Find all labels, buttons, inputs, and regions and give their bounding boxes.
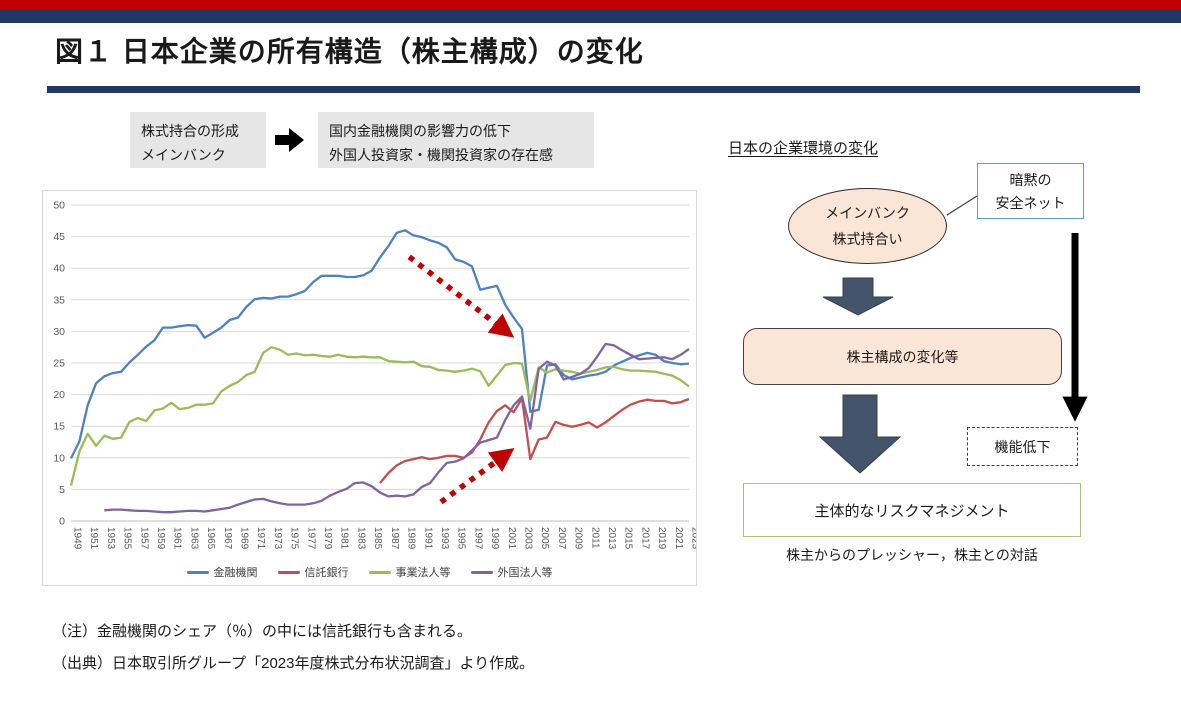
svg-text:1991: 1991 xyxy=(422,527,433,550)
legend-item: 外国法人等 xyxy=(470,564,553,580)
source-line: （出典）日本取引所グループ「2023年度株式分布状況調査」より作成。 xyxy=(52,655,535,672)
svg-text:1977: 1977 xyxy=(305,527,316,550)
note-line: （注）金融機関のシェア（％）の中には信託銀行も含まれる。 xyxy=(52,623,473,640)
down-arrow-icon xyxy=(818,394,902,474)
svg-text:1971: 1971 xyxy=(255,527,266,550)
svg-text:1987: 1987 xyxy=(389,527,400,550)
right-arrow-icon xyxy=(275,128,304,152)
environment-diagram: 日本の企業環境の変化 メインバンク 株式持合い 暗黙の 安全ネット 株主構成の変… xyxy=(700,130,1178,575)
svg-text:0: 0 xyxy=(59,516,65,528)
shareholder-change-box: 株主構成の変化等 xyxy=(743,328,1062,385)
svg-text:1983: 1983 xyxy=(355,527,366,550)
function-decline-box: 機能低下 xyxy=(967,427,1078,466)
top-accent-bar-red xyxy=(0,0,1181,9)
svg-text:1963: 1963 xyxy=(188,527,199,550)
main-bank-ellipse: メインバンク 株式持合い xyxy=(788,188,947,264)
svg-text:1955: 1955 xyxy=(122,527,133,550)
svg-text:1989: 1989 xyxy=(406,527,417,550)
svg-text:2023: 2023 xyxy=(690,527,697,550)
flow-box-past-line2: メインバンク xyxy=(141,147,226,163)
svg-text:1969: 1969 xyxy=(239,527,250,550)
svg-text:2011: 2011 xyxy=(589,527,600,549)
svg-text:2009: 2009 xyxy=(573,527,584,550)
chart-legend: 金融機関 信託銀行 事業法人等 外国法人等 xyxy=(43,564,696,580)
safety-net-callout: 暗黙の 安全ネット xyxy=(977,163,1084,219)
flow-box-past-line1: 株式持合の形成 xyxy=(141,123,239,139)
flow-box-present: 国内金融機関の影響力の低下 外国人投資家・機関投資家の存在感 xyxy=(318,112,594,168)
svg-text:25: 25 xyxy=(53,358,65,370)
svg-text:1985: 1985 xyxy=(372,527,383,550)
svg-text:1965: 1965 xyxy=(205,527,216,550)
main-bank-ellipse-line2: 株式持合い xyxy=(832,231,903,247)
svg-text:1975: 1975 xyxy=(289,527,300,550)
legend-label: 信託銀行 xyxy=(304,567,349,579)
ownership-line-chart: 0 5 10 15 20 25 30 35 40 45 50 1949 1951 1953 1955 1957… xyxy=(42,190,701,586)
legend-item: 信託銀行 xyxy=(277,564,349,580)
svg-text:50: 50 xyxy=(53,200,65,212)
svg-text:45: 45 xyxy=(53,231,65,243)
flow-box-present-line2: 外国人投資家・機関投資家の存在感 xyxy=(329,147,553,163)
svg-text:1973: 1973 xyxy=(272,527,283,550)
title-underline-rule xyxy=(47,86,1140,93)
legend-line-swatch xyxy=(186,570,209,574)
svg-text:1981: 1981 xyxy=(339,527,350,550)
legend-label: 外国法人等 xyxy=(497,567,553,579)
chart-canvas: 0 5 10 15 20 25 30 35 40 45 50 1949 1951 1953 1955 1957… xyxy=(53,200,700,550)
flow-box-past: 株式持合の形成 メインバンク xyxy=(130,112,266,168)
callout-connector-line xyxy=(946,195,978,216)
svg-text:20: 20 xyxy=(53,389,65,401)
main-bank-ellipse-line1: メインバンク xyxy=(825,205,910,221)
svg-text:1979: 1979 xyxy=(322,527,333,550)
flow-box-present-line1: 国内金融機関の影響力の低下 xyxy=(329,123,511,139)
svg-text:1959: 1959 xyxy=(155,527,166,550)
footnotes: （注）金融機関のシェア（％）の中には信託銀行も含まれる。 （出典）日本取引所グル… xyxy=(52,616,534,680)
svg-text:35: 35 xyxy=(53,294,65,306)
svg-text:30: 30 xyxy=(53,326,65,338)
svg-text:5: 5 xyxy=(59,484,65,496)
diagram-title: 日本の企業環境の変化 xyxy=(728,140,879,157)
svg-text:10: 10 xyxy=(53,452,65,464)
svg-text:1953: 1953 xyxy=(105,527,116,550)
svg-text:2017: 2017 xyxy=(639,527,650,550)
risk-management-box: 主体的なリスクマネジメント xyxy=(743,483,1081,537)
svg-text:1957: 1957 xyxy=(138,527,149,550)
svg-text:1999: 1999 xyxy=(489,527,500,550)
svg-text:40: 40 xyxy=(53,263,65,275)
legend-item: 金融機関 xyxy=(186,564,258,580)
legend-label: 事業法人等 xyxy=(395,567,451,579)
svg-text:2003: 2003 xyxy=(522,527,533,550)
svg-text:15: 15 xyxy=(53,421,65,433)
svg-text:1961: 1961 xyxy=(172,527,183,550)
legend-item: 事業法人等 xyxy=(368,564,451,580)
svg-text:2005: 2005 xyxy=(539,527,550,550)
svg-text:1951: 1951 xyxy=(88,527,99,550)
svg-text:2019: 2019 xyxy=(656,527,667,550)
legend-line-swatch xyxy=(368,570,391,574)
page-title: 図１ 日本企業の所有構造（株主構成）の変化 xyxy=(55,36,644,67)
svg-text:1967: 1967 xyxy=(222,527,233,550)
svg-text:1997: 1997 xyxy=(472,527,483,550)
svg-text:2001: 2001 xyxy=(506,527,517,550)
legend-label: 金融機関 xyxy=(213,567,258,579)
svg-text:2007: 2007 xyxy=(556,527,567,550)
legend-line-swatch xyxy=(470,570,493,574)
down-arrow-icon xyxy=(822,277,894,316)
svg-text:2013: 2013 xyxy=(606,527,617,550)
diagram-caption: 株主からのプレッシャー，株主との対話 xyxy=(786,547,1038,563)
svg-text:1993: 1993 xyxy=(439,527,450,550)
safety-net-line1: 暗黙の xyxy=(1009,171,1052,188)
legend-line-swatch xyxy=(277,570,300,574)
svg-text:2021: 2021 xyxy=(673,527,684,550)
svg-text:1995: 1995 xyxy=(456,527,467,550)
top-accent-bar-navy xyxy=(0,9,1181,23)
svg-text:1949: 1949 xyxy=(72,527,83,550)
svg-text:2015: 2015 xyxy=(623,527,634,550)
safety-net-line2: 安全ネット xyxy=(995,194,1066,211)
